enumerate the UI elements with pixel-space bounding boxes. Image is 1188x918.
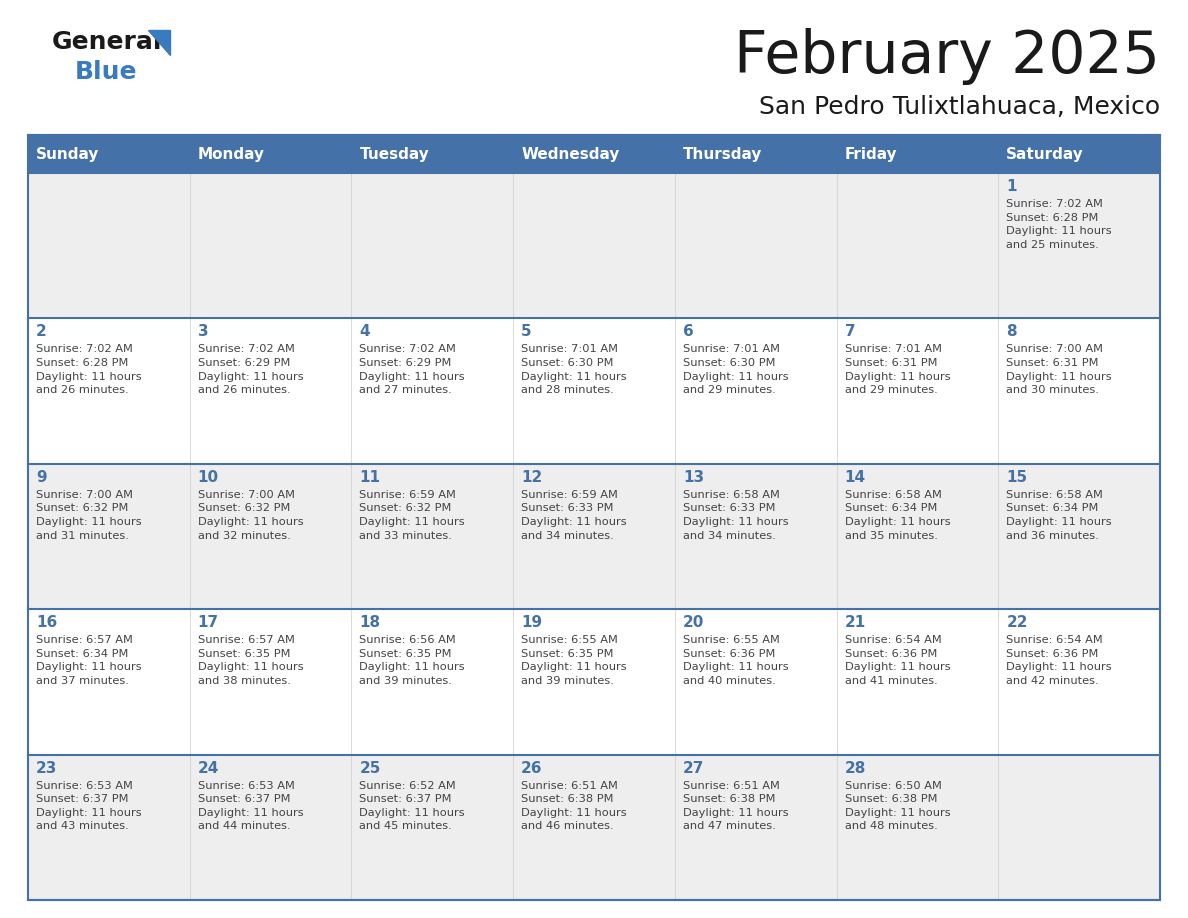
Text: Wednesday: Wednesday [522, 147, 619, 162]
Text: 15: 15 [1006, 470, 1028, 485]
Text: Tuesday: Tuesday [360, 147, 429, 162]
Text: Saturday: Saturday [1006, 147, 1083, 162]
Text: General: General [52, 30, 163, 54]
Text: Friday: Friday [845, 147, 897, 162]
Text: Sunrise: 6:53 AM
Sunset: 6:37 PM
Daylight: 11 hours
and 44 minutes.: Sunrise: 6:53 AM Sunset: 6:37 PM Dayligh… [197, 780, 303, 832]
Text: 9: 9 [36, 470, 46, 485]
Text: Sunrise: 7:02 AM
Sunset: 6:29 PM
Daylight: 11 hours
and 27 minutes.: Sunrise: 7:02 AM Sunset: 6:29 PM Dayligh… [360, 344, 465, 396]
Text: 20: 20 [683, 615, 704, 630]
Text: Sunrise: 6:55 AM
Sunset: 6:35 PM
Daylight: 11 hours
and 39 minutes.: Sunrise: 6:55 AM Sunset: 6:35 PM Dayligh… [522, 635, 627, 686]
Text: 21: 21 [845, 615, 866, 630]
Text: 19: 19 [522, 615, 542, 630]
Text: Sunrise: 7:01 AM
Sunset: 6:31 PM
Daylight: 11 hours
and 29 minutes.: Sunrise: 7:01 AM Sunset: 6:31 PM Dayligh… [845, 344, 950, 396]
Bar [675, 135, 836, 173]
Bar [190, 135, 352, 173]
Text: Monday: Monday [197, 147, 265, 162]
Text: Sunrise: 6:57 AM
Sunset: 6:34 PM
Daylight: 11 hours
and 37 minutes.: Sunrise: 6:57 AM Sunset: 6:34 PM Dayligh… [36, 635, 141, 686]
Polygon shape [148, 30, 170, 55]
Text: Blue: Blue [75, 60, 138, 84]
Text: 5: 5 [522, 324, 532, 340]
Text: 8: 8 [1006, 324, 1017, 340]
Text: 28: 28 [845, 761, 866, 776]
Text: Sunrise: 6:50 AM
Sunset: 6:38 PM
Daylight: 11 hours
and 48 minutes.: Sunrise: 6:50 AM Sunset: 6:38 PM Dayligh… [845, 780, 950, 832]
Text: Sunrise: 7:00 AM
Sunset: 6:32 PM
Daylight: 11 hours
and 32 minutes.: Sunrise: 7:00 AM Sunset: 6:32 PM Dayligh… [197, 490, 303, 541]
Text: Sunrise: 7:00 AM
Sunset: 6:31 PM
Daylight: 11 hours
and 30 minutes.: Sunrise: 7:00 AM Sunset: 6:31 PM Dayligh… [1006, 344, 1112, 396]
Bar [352, 135, 513, 173]
Text: 6: 6 [683, 324, 694, 340]
Text: 1: 1 [1006, 179, 1017, 194]
Bar [29, 610, 1159, 755]
Text: Sunrise: 6:59 AM
Sunset: 6:33 PM
Daylight: 11 hours
and 34 minutes.: Sunrise: 6:59 AM Sunset: 6:33 PM Dayligh… [522, 490, 627, 541]
Bar [998, 135, 1159, 173]
Text: 12: 12 [522, 470, 543, 485]
Text: 7: 7 [845, 324, 855, 340]
Text: Sunrise: 6:58 AM
Sunset: 6:34 PM
Daylight: 11 hours
and 35 minutes.: Sunrise: 6:58 AM Sunset: 6:34 PM Dayligh… [845, 490, 950, 541]
Bar [29, 173, 1159, 319]
Text: Sunrise: 6:56 AM
Sunset: 6:35 PM
Daylight: 11 hours
and 39 minutes.: Sunrise: 6:56 AM Sunset: 6:35 PM Dayligh… [360, 635, 465, 686]
Text: 25: 25 [360, 761, 381, 776]
Text: 18: 18 [360, 615, 380, 630]
Text: 2: 2 [36, 324, 46, 340]
Bar [29, 464, 1159, 610]
Text: Sunrise: 6:51 AM
Sunset: 6:38 PM
Daylight: 11 hours
and 47 minutes.: Sunrise: 6:51 AM Sunset: 6:38 PM Dayligh… [683, 780, 789, 832]
Text: 14: 14 [845, 470, 866, 485]
Text: Sunrise: 6:52 AM
Sunset: 6:37 PM
Daylight: 11 hours
and 45 minutes.: Sunrise: 6:52 AM Sunset: 6:37 PM Dayligh… [360, 780, 465, 832]
Text: 3: 3 [197, 324, 208, 340]
Text: San Pedro Tulixtlahuaca, Mexico: San Pedro Tulixtlahuaca, Mexico [759, 95, 1159, 119]
Text: Sunrise: 6:54 AM
Sunset: 6:36 PM
Daylight: 11 hours
and 42 minutes.: Sunrise: 6:54 AM Sunset: 6:36 PM Dayligh… [1006, 635, 1112, 686]
Bar [513, 135, 675, 173]
Text: Sunday: Sunday [36, 147, 100, 162]
Text: Sunrise: 7:02 AM
Sunset: 6:28 PM
Daylight: 11 hours
and 26 minutes.: Sunrise: 7:02 AM Sunset: 6:28 PM Dayligh… [36, 344, 141, 396]
Text: Sunrise: 7:02 AM
Sunset: 6:29 PM
Daylight: 11 hours
and 26 minutes.: Sunrise: 7:02 AM Sunset: 6:29 PM Dayligh… [197, 344, 303, 396]
Text: Sunrise: 7:01 AM
Sunset: 6:30 PM
Daylight: 11 hours
and 29 minutes.: Sunrise: 7:01 AM Sunset: 6:30 PM Dayligh… [683, 344, 789, 396]
Bar [29, 755, 1159, 900]
Text: Sunrise: 6:58 AM
Sunset: 6:33 PM
Daylight: 11 hours
and 34 minutes.: Sunrise: 6:58 AM Sunset: 6:33 PM Dayligh… [683, 490, 789, 541]
Text: 13: 13 [683, 470, 704, 485]
Bar [836, 135, 998, 173]
Text: 16: 16 [36, 615, 57, 630]
Text: Sunrise: 7:02 AM
Sunset: 6:28 PM
Daylight: 11 hours
and 25 minutes.: Sunrise: 7:02 AM Sunset: 6:28 PM Dayligh… [1006, 199, 1112, 250]
Text: 11: 11 [360, 470, 380, 485]
Bar [29, 319, 1159, 464]
Text: 22: 22 [1006, 615, 1028, 630]
Text: Sunrise: 6:51 AM
Sunset: 6:38 PM
Daylight: 11 hours
and 46 minutes.: Sunrise: 6:51 AM Sunset: 6:38 PM Dayligh… [522, 780, 627, 832]
Text: 4: 4 [360, 324, 369, 340]
Text: 23: 23 [36, 761, 57, 776]
Text: February 2025: February 2025 [734, 28, 1159, 85]
Text: 26: 26 [522, 761, 543, 776]
Text: Sunrise: 7:00 AM
Sunset: 6:32 PM
Daylight: 11 hours
and 31 minutes.: Sunrise: 7:00 AM Sunset: 6:32 PM Dayligh… [36, 490, 141, 541]
Text: Sunrise: 6:54 AM
Sunset: 6:36 PM
Daylight: 11 hours
and 41 minutes.: Sunrise: 6:54 AM Sunset: 6:36 PM Dayligh… [845, 635, 950, 686]
Text: 27: 27 [683, 761, 704, 776]
Text: 17: 17 [197, 615, 219, 630]
Bar [29, 135, 1159, 900]
Text: Sunrise: 6:55 AM
Sunset: 6:36 PM
Daylight: 11 hours
and 40 minutes.: Sunrise: 6:55 AM Sunset: 6:36 PM Dayligh… [683, 635, 789, 686]
Text: Sunrise: 7:01 AM
Sunset: 6:30 PM
Daylight: 11 hours
and 28 minutes.: Sunrise: 7:01 AM Sunset: 6:30 PM Dayligh… [522, 344, 627, 396]
Text: 24: 24 [197, 761, 219, 776]
Text: Sunrise: 6:53 AM
Sunset: 6:37 PM
Daylight: 11 hours
and 43 minutes.: Sunrise: 6:53 AM Sunset: 6:37 PM Dayligh… [36, 780, 141, 832]
Text: Sunrise: 6:58 AM
Sunset: 6:34 PM
Daylight: 11 hours
and 36 minutes.: Sunrise: 6:58 AM Sunset: 6:34 PM Dayligh… [1006, 490, 1112, 541]
Text: Sunrise: 6:57 AM
Sunset: 6:35 PM
Daylight: 11 hours
and 38 minutes.: Sunrise: 6:57 AM Sunset: 6:35 PM Dayligh… [197, 635, 303, 686]
Text: Sunrise: 6:59 AM
Sunset: 6:32 PM
Daylight: 11 hours
and 33 minutes.: Sunrise: 6:59 AM Sunset: 6:32 PM Dayligh… [360, 490, 465, 541]
Text: Thursday: Thursday [683, 147, 763, 162]
Text: 10: 10 [197, 470, 219, 485]
Bar [29, 135, 190, 173]
